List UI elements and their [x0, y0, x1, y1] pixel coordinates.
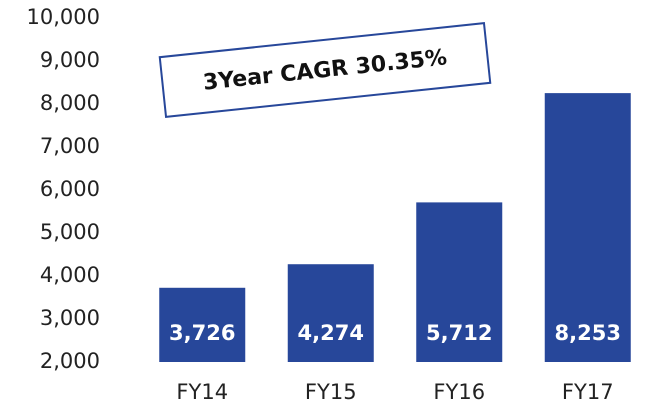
value-label: 4,274 — [298, 321, 364, 345]
bar — [159, 287, 246, 362]
value-label: 8,253 — [555, 321, 621, 345]
y-tick-label: 10,000 — [27, 5, 100, 29]
bar — [416, 202, 503, 362]
annotation: 3Year CAGR 30.35% — [158, 22, 492, 118]
x-tick-label: FY16 — [433, 380, 485, 404]
y-tick-label: 7,000 — [40, 134, 100, 158]
y-tick-label: 2,000 — [40, 349, 100, 373]
y-tick-label: 9,000 — [40, 48, 100, 72]
x-tick-label: FY17 — [562, 380, 614, 404]
x-tick-label: FY15 — [305, 380, 357, 404]
value-label: 3,726 — [169, 321, 235, 345]
y-tick-label: 5,000 — [40, 220, 100, 244]
annotation-box — [158, 22, 492, 118]
y-tick-label: 4,000 — [40, 263, 100, 287]
y-tick-label: 6,000 — [40, 177, 100, 201]
x-tick-label: FY14 — [176, 380, 228, 404]
bar — [287, 264, 374, 362]
y-tick-label: 8,000 — [40, 91, 100, 115]
y-tick-label: 3,000 — [40, 306, 100, 330]
value-label: 5,712 — [426, 321, 492, 345]
bar — [544, 93, 631, 362]
plot: 2,000 3,000 4,000 5,000 6,000 7,000 8,000 9,000… — [27, 5, 631, 404]
